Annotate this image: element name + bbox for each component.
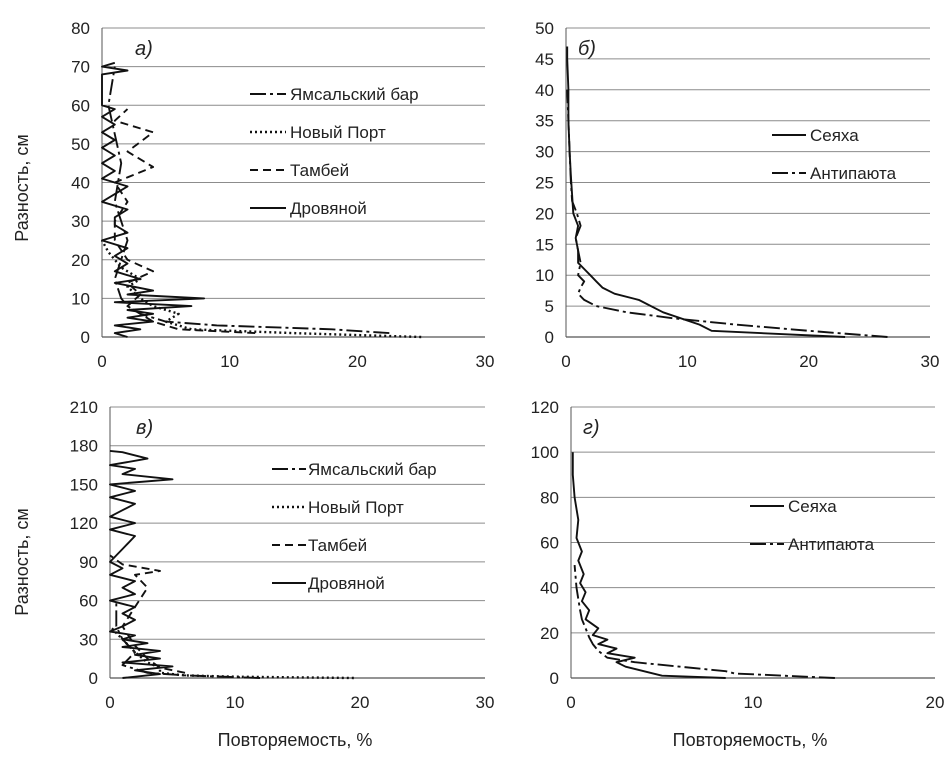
x-axis-title-left: Повторяемость, %: [218, 730, 373, 750]
panel-label: г): [583, 417, 600, 439]
legend-label: Тамбей: [308, 536, 367, 555]
y-tick-label: 50: [535, 19, 554, 38]
panel-label: в): [136, 417, 153, 439]
y-tick-label: 60: [79, 592, 98, 611]
x-tick-label: 10: [678, 352, 697, 371]
legend-label: Сеяха: [788, 497, 837, 516]
series-line: [107, 66, 390, 335]
x-tick-label: 30: [476, 352, 495, 371]
y-tick-label: 10: [535, 266, 554, 285]
y-tick-label: 90: [79, 553, 98, 572]
x-axis-title-right: Повторяемость, %: [673, 730, 828, 750]
y-tick-label: 40: [540, 579, 559, 598]
y-tick-label: 60: [71, 96, 90, 115]
y-tick-label: 0: [545, 328, 554, 347]
series-line: [566, 89, 888, 338]
panel-b: 0 5 10 15 20 25 30 35 40 45 50 0 10 20 30 б) Сеяха Антипа…: [535, 19, 939, 371]
legend-label: Дровяной: [308, 574, 385, 593]
series-line: [109, 554, 186, 674]
x-tick-label: 0: [97, 352, 106, 371]
x-tick-label: 0: [561, 352, 570, 371]
y-tick-label: 80: [540, 488, 559, 507]
legend-label: Дровяной: [290, 199, 367, 218]
legend-label: Новый Порт: [290, 123, 386, 142]
y-tick-label: 50: [71, 135, 90, 154]
y-tick-label: 35: [535, 112, 554, 131]
legend-label: Антипаюта: [810, 164, 897, 183]
y-tick-label: 0: [550, 669, 559, 688]
x-tick-label: 20: [799, 352, 818, 371]
y-tick-label: 0: [81, 328, 90, 347]
panel-a: 0 10 20 30 40 50 60 70 80 0 10 20 30 а) Ямсальский бар…: [71, 19, 494, 371]
y-tick-label: 180: [70, 437, 98, 456]
panel-v: 0 30 60 90 120 150 180 210 0 10 20 30 в) Ямсальский б…: [70, 398, 495, 712]
y-tick-label: 10: [71, 289, 90, 308]
y-tick-label: 120: [531, 398, 559, 417]
panel-g: 0 20 40 60 80 100 120 0 10 20 г) Сеяха Антипаюта: [531, 398, 945, 712]
x-tick-label: 20: [926, 693, 945, 712]
panel-label: б): [578, 38, 596, 60]
series-line: [101, 61, 206, 338]
x-tick-label: 20: [348, 352, 367, 371]
y-tick-label: 30: [71, 212, 90, 231]
series-line: [113, 108, 256, 335]
x-tick-label: 0: [566, 693, 575, 712]
x-tick-label: 10: [220, 352, 239, 371]
panel-label: а): [135, 38, 153, 60]
y-tick-label: 20: [535, 204, 554, 223]
series-line: [109, 449, 174, 679]
y-tick-label: 20: [540, 624, 559, 643]
x-tick-label: 10: [226, 693, 245, 712]
series-line: [109, 625, 354, 680]
legend-label: Новый Порт: [308, 498, 404, 517]
y-tick-label: 210: [70, 398, 98, 417]
y-tick-label: 5: [545, 297, 554, 316]
y-tick-label: 0: [89, 669, 98, 688]
legend-label: Ямсальский бар: [290, 85, 419, 104]
y-tick-label: 40: [71, 174, 90, 193]
x-tick-label: 30: [921, 352, 940, 371]
x-tick-label: 30: [476, 693, 495, 712]
y-tick-label: 100: [531, 443, 559, 462]
y-tick-label: 120: [70, 514, 98, 533]
legend-label: Сеяха: [810, 126, 859, 145]
y-tick-label: 60: [540, 534, 559, 553]
y-tick-label: 70: [71, 58, 90, 77]
y-tick-label: 30: [79, 630, 98, 649]
y-tick-label: 20: [71, 251, 90, 270]
x-tick-label: 20: [351, 693, 370, 712]
y-tick-label: 25: [535, 174, 554, 193]
y-axis-title-top: Разность, см: [12, 134, 32, 241]
y-axis-title-bottom: Разность, см: [12, 508, 32, 615]
legend-label: Ямсальский бар: [308, 460, 437, 479]
y-tick-label: 40: [535, 81, 554, 100]
y-tick-label: 150: [70, 475, 98, 494]
x-tick-label: 10: [744, 693, 763, 712]
y-tick-label: 15: [535, 235, 554, 254]
legend-label: Антипаюта: [788, 535, 875, 554]
y-tick-label: 45: [535, 50, 554, 69]
y-tick-label: 30: [535, 143, 554, 162]
legend-label: Тамбей: [290, 161, 349, 180]
y-tick-label: 80: [71, 19, 90, 38]
x-tick-label: 0: [105, 693, 114, 712]
series-line: [573, 565, 835, 679]
series-line: [100, 239, 422, 339]
series-line: [571, 452, 726, 679]
